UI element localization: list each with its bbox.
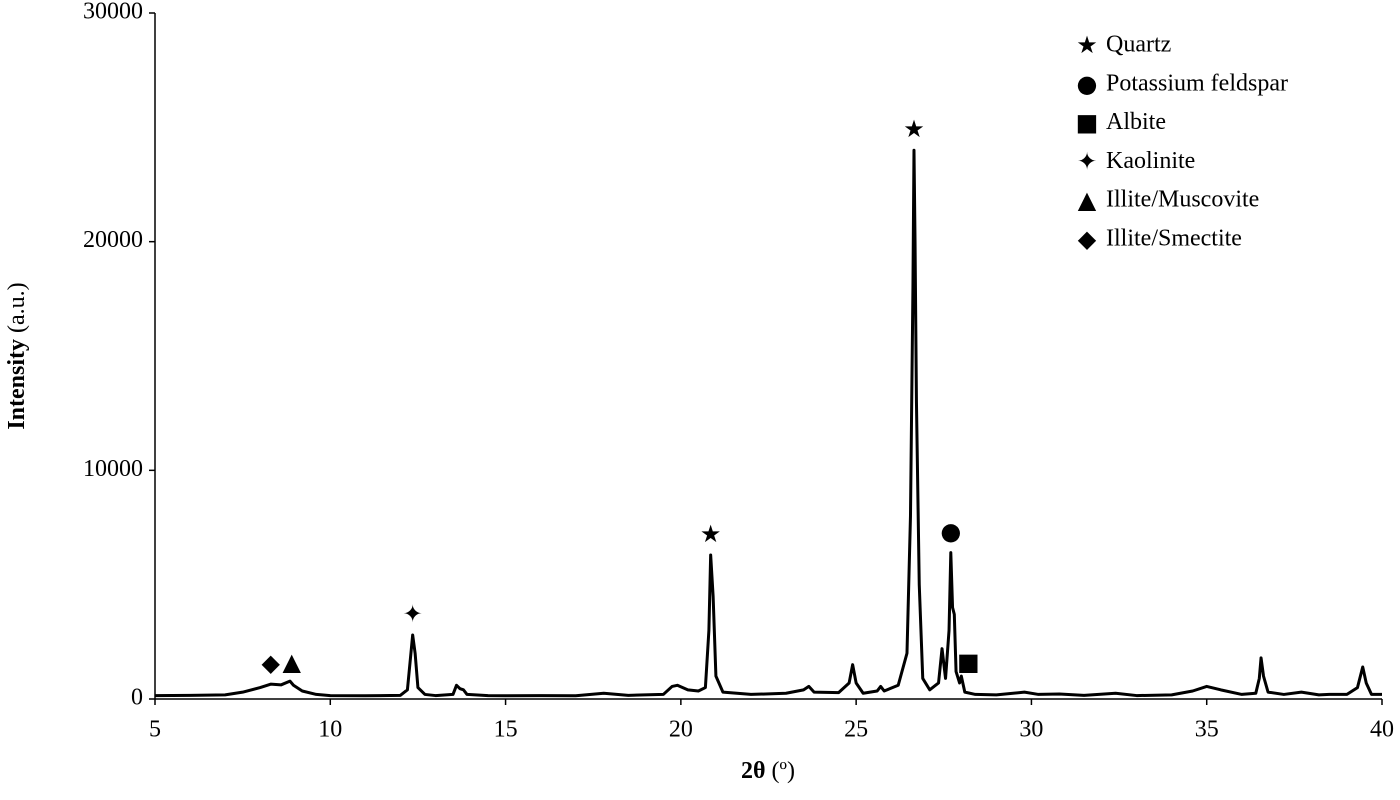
y-tick-label: 20000 — [83, 227, 143, 253]
legend-symbol: ▲ — [1078, 186, 1097, 214]
x-axis-label-unit: (º) — [772, 758, 795, 784]
legend-label: Kaolinite — [1106, 148, 1195, 174]
y-tick-label: 10000 — [83, 456, 143, 482]
peak-marker: ✦ — [403, 600, 423, 628]
peak-marker: ▲ — [282, 648, 301, 676]
legend-label: Albite — [1106, 109, 1166, 135]
data-line — [154, 148, 1382, 698]
legend-symbol: ■ — [1076, 109, 1099, 137]
peak-marker: ★ — [903, 115, 925, 143]
x-tick-label: 10 — [318, 717, 342, 743]
peak-marker: ★ — [700, 520, 722, 548]
legend-label: Illite/Muscovite — [1106, 187, 1259, 213]
y-axis-label-main: Intensity — [4, 339, 30, 430]
legend-symbol: ★ — [1076, 31, 1098, 59]
legend-symbol: ◆ — [1078, 225, 1097, 253]
x-tick-label: 15 — [494, 717, 518, 743]
legend-label: Potassium feldspar — [1106, 70, 1288, 96]
x-tick-label: 30 — [1019, 717, 1043, 743]
x-tick-label: 5 — [149, 717, 161, 743]
legend-label: Quartz — [1106, 32, 1171, 58]
legend-symbol: ● — [1077, 70, 1098, 98]
peak-marker: ◆ — [261, 649, 280, 677]
x-axis-label: 2θ (º) — [741, 758, 795, 784]
x-tick-label: 40 — [1370, 717, 1394, 743]
legend-label: Illite/Smectite — [1106, 226, 1242, 252]
x-tick-label: 25 — [844, 717, 868, 743]
peak-marker: ■ — [957, 648, 980, 676]
x-axis-label-main: 2θ — [741, 758, 766, 784]
y-axis-label-unit: (a.u.) — [4, 282, 30, 333]
peak-marker: ● — [940, 518, 961, 546]
x-tick-label: 35 — [1195, 717, 1219, 743]
y-axis-label: Intensity (a.u.) — [4, 282, 30, 429]
legend-symbol: ✦ — [1077, 147, 1097, 175]
x-tick-label: 20 — [669, 717, 693, 743]
y-tick-label: 30000 — [83, 0, 143, 25]
y-tick-label: 0 — [131, 685, 143, 711]
